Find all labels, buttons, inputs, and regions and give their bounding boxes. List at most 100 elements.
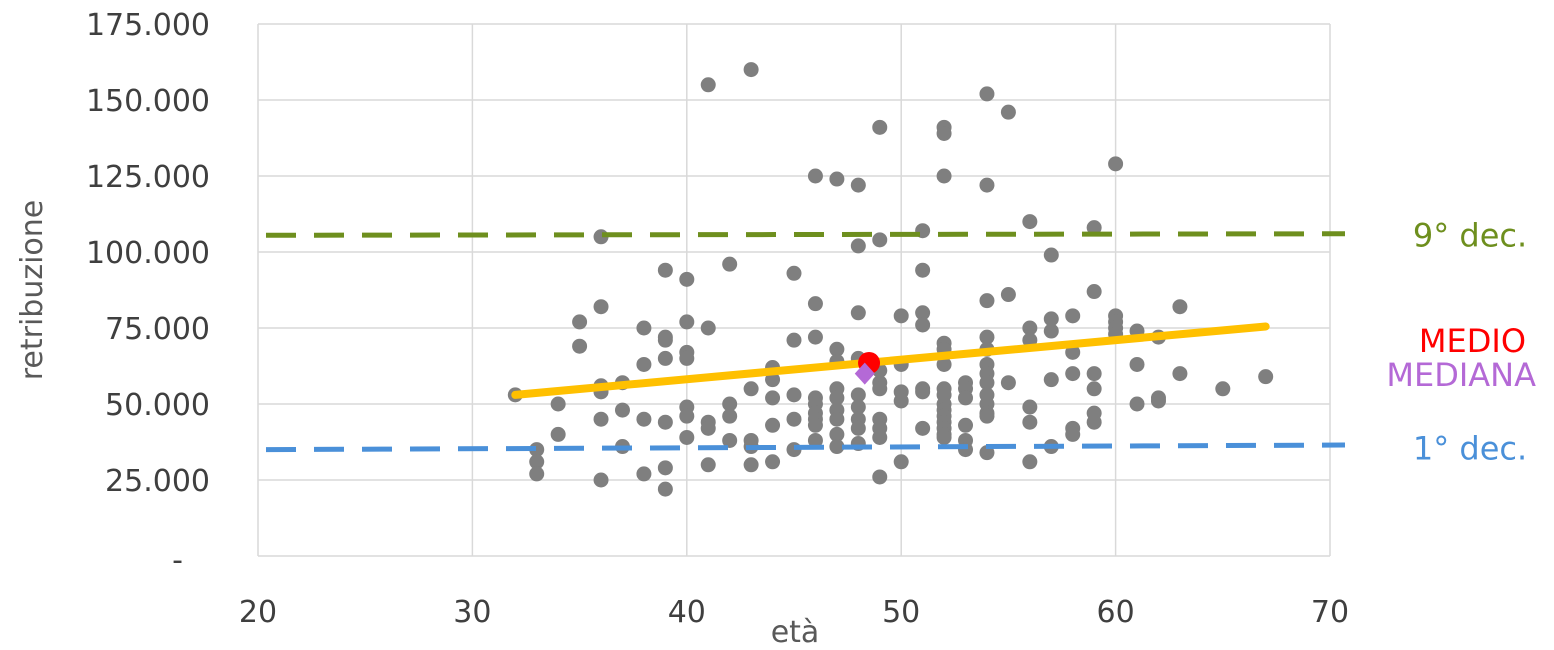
data-point <box>722 408 738 424</box>
data-point <box>979 375 995 391</box>
data-points <box>507 62 1274 497</box>
data-point <box>1065 308 1081 324</box>
data-point <box>765 390 781 406</box>
data-point <box>1215 381 1231 397</box>
data-point <box>1086 366 1102 382</box>
data-point <box>872 429 888 445</box>
data-point <box>1022 399 1038 415</box>
data-point <box>1086 414 1102 430</box>
data-point <box>700 320 716 336</box>
data-point <box>550 396 566 412</box>
reference-lines: 9° dec. 1° dec. <box>265 217 1527 467</box>
data-point <box>850 177 866 193</box>
data-point <box>657 481 673 497</box>
trendline-group <box>511 322 1270 399</box>
data-point <box>807 417 823 433</box>
data-point <box>829 411 845 427</box>
data-point <box>700 420 716 436</box>
data-point <box>765 417 781 433</box>
data-point <box>743 62 759 78</box>
data-point <box>915 262 931 278</box>
data-point <box>829 341 845 357</box>
data-point <box>636 411 652 427</box>
data-point <box>722 432 738 448</box>
x-tick-label: 60 <box>1097 595 1135 630</box>
reference-line-label: 9° dec. <box>1413 217 1527 255</box>
reference-line-label: 1° dec. <box>1413 429 1527 467</box>
data-point <box>1065 366 1081 382</box>
data-point <box>636 466 652 482</box>
data-point <box>786 332 802 348</box>
data-point <box>850 420 866 436</box>
y-tick-label: 50.000 <box>105 388 210 423</box>
data-point <box>786 387 802 403</box>
data-point <box>529 466 545 482</box>
data-point <box>872 381 888 397</box>
data-point <box>529 442 545 458</box>
reference-line <box>265 442 1346 453</box>
data-point <box>979 408 995 424</box>
data-point <box>829 390 845 406</box>
data-point <box>1022 320 1038 336</box>
data-point <box>614 402 630 418</box>
data-point <box>657 350 673 366</box>
data-point <box>1129 356 1145 372</box>
data-point <box>679 429 695 445</box>
data-point <box>850 387 866 403</box>
data-point <box>657 414 673 430</box>
data-point <box>915 420 931 436</box>
data-point <box>679 314 695 330</box>
data-point <box>1086 220 1102 236</box>
data-point <box>700 457 716 473</box>
data-point <box>529 454 545 470</box>
data-point <box>936 125 952 141</box>
data-point <box>936 429 952 445</box>
data-point <box>1258 369 1274 385</box>
data-point <box>765 454 781 470</box>
x-tick-label: 70 <box>1311 595 1349 630</box>
data-point <box>979 86 995 102</box>
data-point <box>572 338 588 354</box>
x-axis-title: età <box>771 615 820 650</box>
data-point <box>1086 284 1102 300</box>
data-point <box>1043 372 1059 388</box>
x-axis-ticks: 20 30 40 50 60 70 <box>239 595 1349 630</box>
data-point <box>850 305 866 321</box>
data-point <box>936 168 952 184</box>
x-tick-label: 30 <box>453 595 491 630</box>
data-point <box>979 329 995 345</box>
data-point <box>872 469 888 485</box>
x-tick-label: 20 <box>239 595 277 630</box>
data-point <box>807 168 823 184</box>
median-label: MEDIANA <box>1386 356 1536 394</box>
data-point <box>893 393 909 409</box>
data-point <box>743 381 759 397</box>
data-point <box>722 256 738 272</box>
y-tick-label: 75.000 <box>105 312 210 347</box>
data-point <box>593 472 609 488</box>
data-point <box>936 356 952 372</box>
y-tick-label: 25.000 <box>105 464 210 499</box>
data-point <box>872 119 888 135</box>
y-tick-label: - <box>172 543 183 578</box>
data-point <box>915 317 931 333</box>
y-tick-label: 175.000 <box>86 8 210 43</box>
data-point <box>1000 104 1016 120</box>
x-tick-label: 40 <box>668 595 706 630</box>
data-point <box>1150 393 1166 409</box>
data-point <box>1172 299 1188 315</box>
data-point <box>979 177 995 193</box>
data-point <box>1172 366 1188 382</box>
data-point <box>1022 454 1038 470</box>
y-tick-label: 100.000 <box>86 236 210 271</box>
data-point <box>1000 375 1016 391</box>
data-point <box>786 411 802 427</box>
data-point <box>807 296 823 312</box>
data-point <box>893 308 909 324</box>
data-point <box>1043 311 1059 327</box>
grid-lines <box>257 23 1331 557</box>
data-point <box>829 439 845 455</box>
data-point <box>679 408 695 424</box>
